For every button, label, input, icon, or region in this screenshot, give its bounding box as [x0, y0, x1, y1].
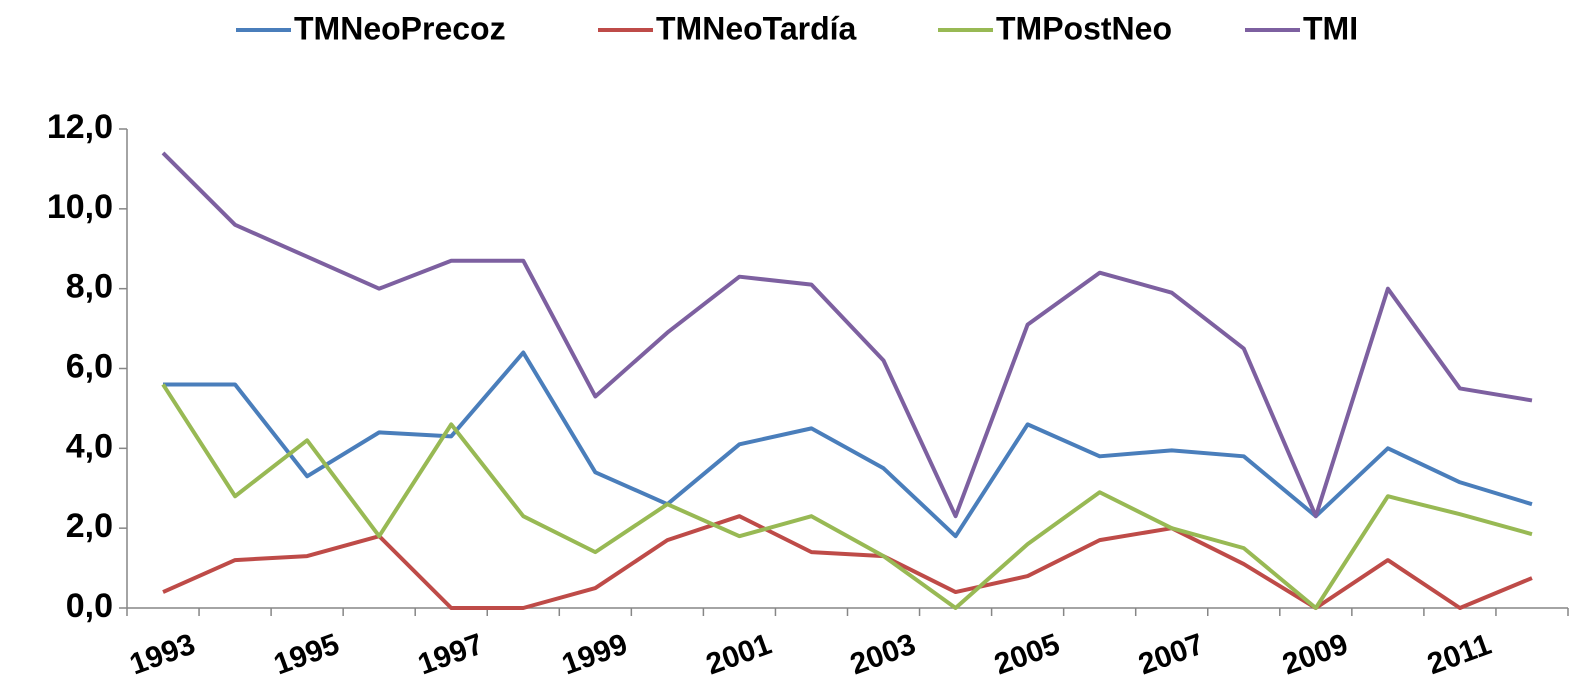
x-tick-label: 2011 [1423, 628, 1495, 681]
x-tick-label: 1993 [125, 628, 199, 682]
legend-label: TMPostNeo [996, 10, 1172, 46]
y-tick-label: 0,0 [66, 587, 113, 625]
y-tick-label: 4,0 [66, 427, 113, 465]
x-tick-label: 2001 [702, 628, 776, 682]
line-series [161, 151, 1533, 519]
legend-label: TMNeoTardía [656, 10, 857, 46]
line-series [163, 350, 1533, 539]
line-series [161, 383, 1533, 610]
y-tick-label: 2,0 [66, 507, 113, 545]
x-tick-label: 2005 [990, 628, 1064, 682]
x-tick-label: 2003 [846, 628, 920, 682]
legend-label: TMI [1303, 10, 1358, 46]
x-tick-label: 2007 [1134, 628, 1208, 682]
x-tick-label: 1995 [270, 628, 344, 682]
y-tick-label: 6,0 [66, 347, 113, 385]
y-tick-label: 12,0 [47, 108, 113, 146]
x-tick-label: 1997 [414, 628, 488, 682]
y-tick-label: 8,0 [66, 268, 113, 306]
line-series [162, 514, 1533, 610]
x-tick-label: 2009 [1278, 628, 1352, 682]
x-tick-label: 1999 [558, 628, 632, 682]
y-tick-label: 10,0 [47, 188, 113, 226]
legend-label: TMNeoPrecoz [294, 10, 506, 46]
